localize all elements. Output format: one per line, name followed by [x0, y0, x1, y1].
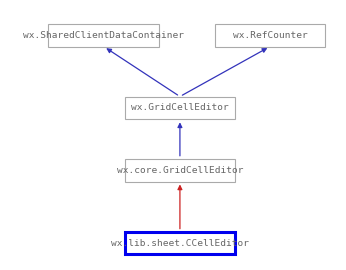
Bar [215, 23, 325, 46]
Bar [48, 23, 159, 46]
Bar [125, 158, 235, 181]
Text: wx.SharedClientDataContainer: wx.SharedClientDataContainer [23, 31, 184, 40]
Bar [125, 97, 235, 119]
Text: wx.core.GridCellEditor: wx.core.GridCellEditor [117, 166, 243, 175]
Text: wx.lib.sheet.CCellEditor: wx.lib.sheet.CCellEditor [111, 238, 249, 248]
Text: wx.RefCounter: wx.RefCounter [233, 31, 307, 40]
Bar [125, 231, 235, 254]
Text: wx.GridCellEditor: wx.GridCellEditor [131, 103, 229, 113]
